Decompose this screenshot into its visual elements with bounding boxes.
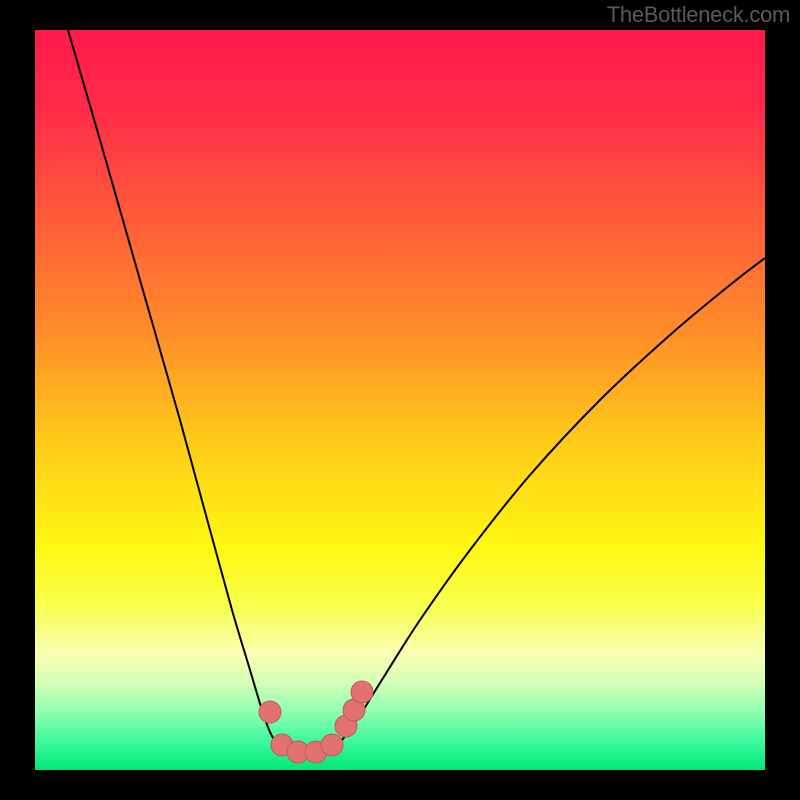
data-marker	[259, 701, 281, 723]
data-marker	[351, 681, 373, 703]
data-marker	[321, 734, 343, 756]
gradient-background	[35, 30, 765, 770]
bottleneck-chart	[0, 0, 800, 800]
watermark-text: TheBottleneck.com	[607, 2, 790, 28]
